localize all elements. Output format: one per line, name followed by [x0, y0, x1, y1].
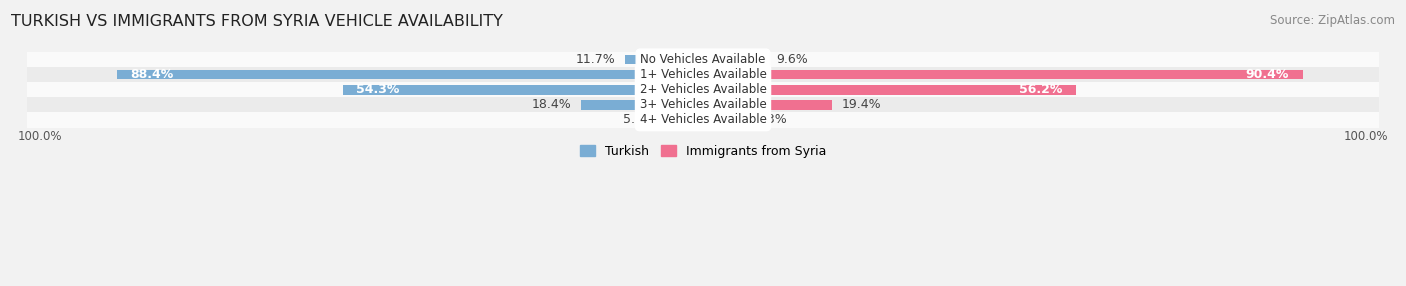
Bar [27, 112, 1379, 128]
Bar [703, 85, 1076, 95]
Legend: Turkish, Immigrants from Syria: Turkish, Immigrants from Syria [575, 140, 831, 163]
Text: No Vehicles Available: No Vehicles Available [640, 53, 766, 66]
Bar [27, 82, 1379, 98]
Text: 54.3%: 54.3% [356, 83, 399, 96]
Bar [343, 85, 703, 95]
Text: 88.4%: 88.4% [129, 68, 173, 81]
Text: 9.6%: 9.6% [776, 53, 808, 66]
Text: 18.4%: 18.4% [531, 98, 571, 112]
Text: 4+ Vehicles Available: 4+ Vehicles Available [640, 114, 766, 126]
Bar [626, 55, 703, 64]
Bar [27, 52, 1379, 67]
Text: 3+ Vehicles Available: 3+ Vehicles Available [640, 98, 766, 112]
Text: 5.8%: 5.8% [623, 114, 655, 126]
Text: 2+ Vehicles Available: 2+ Vehicles Available [640, 83, 766, 96]
Bar [703, 55, 766, 64]
Bar [703, 100, 832, 110]
Bar [703, 115, 745, 125]
Text: 56.2%: 56.2% [1019, 83, 1063, 96]
Bar [27, 67, 1379, 82]
Text: 90.4%: 90.4% [1246, 68, 1289, 81]
Text: 11.7%: 11.7% [575, 53, 616, 66]
Text: 6.3%: 6.3% [755, 114, 786, 126]
Text: 1+ Vehicles Available: 1+ Vehicles Available [640, 68, 766, 81]
Text: Source: ZipAtlas.com: Source: ZipAtlas.com [1270, 14, 1395, 27]
Bar [27, 98, 1379, 112]
Bar [703, 70, 1302, 80]
Bar [665, 115, 703, 125]
Bar [117, 70, 703, 80]
Text: TURKISH VS IMMIGRANTS FROM SYRIA VEHICLE AVAILABILITY: TURKISH VS IMMIGRANTS FROM SYRIA VEHICLE… [11, 14, 503, 29]
Bar [581, 100, 703, 110]
Text: 19.4%: 19.4% [842, 98, 882, 112]
